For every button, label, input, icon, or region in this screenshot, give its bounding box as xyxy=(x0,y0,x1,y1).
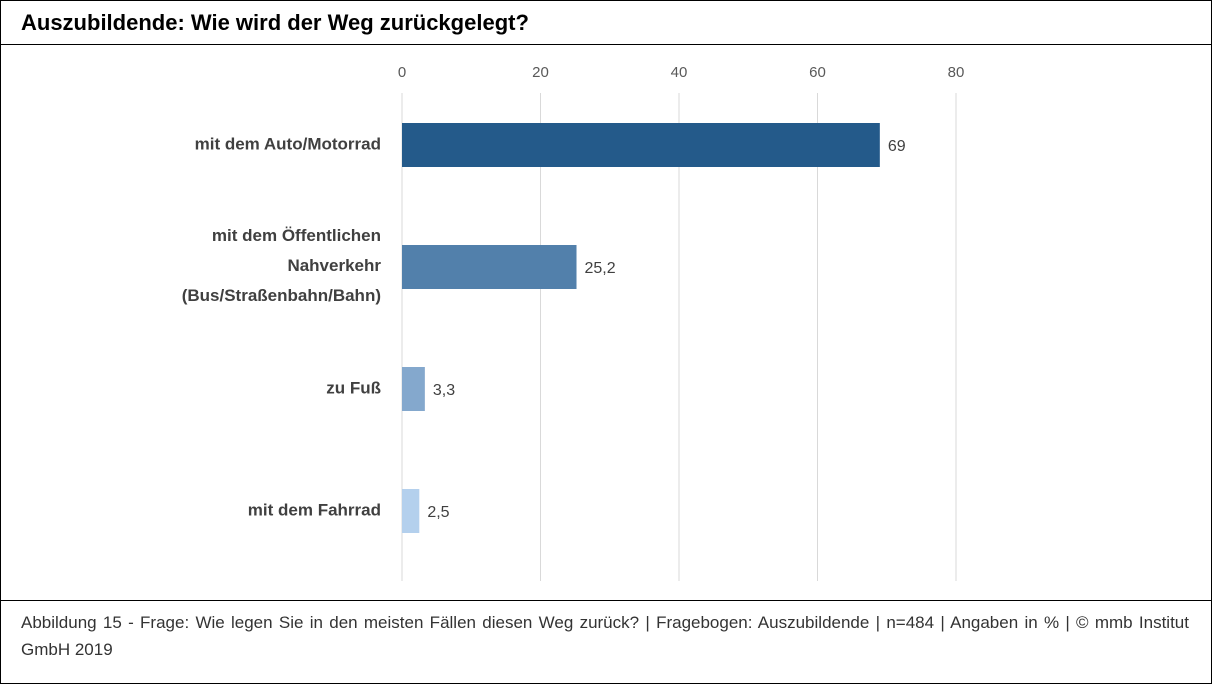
value-label: 69 xyxy=(888,138,906,155)
chart: 0 20 40 60 80 mit dem Auto/Motorrad 69 mit dem … xyxy=(182,64,965,581)
y-tick-label: zu Fuß xyxy=(326,378,381,397)
x-tick-label: 60 xyxy=(809,64,826,81)
x-tick-label: 0 xyxy=(398,64,406,81)
bar xyxy=(402,123,880,167)
value-label: 2,5 xyxy=(427,504,449,521)
y-tick-label: mit dem Fahrrad xyxy=(248,500,381,519)
bar xyxy=(402,367,425,411)
x-tick-label: 40 xyxy=(671,64,688,81)
value-label: 3,3 xyxy=(433,382,455,399)
chart-title: Auszubildende: Wie wird der Weg zurückge… xyxy=(1,1,1211,45)
caption: Abbildung 15 - Frage: Wie legen Sie in d… xyxy=(1,600,1211,663)
bar xyxy=(402,245,577,289)
y-tick-label: mit dem Auto/Motorrad xyxy=(195,134,381,153)
value-label: 25,2 xyxy=(585,260,616,277)
y-tick-label: mit dem Öffentlichen Nahverkehr (Bus/Straß… xyxy=(182,226,382,305)
x-tick-label: 20 xyxy=(532,64,549,81)
x-tick-label: 80 xyxy=(948,64,965,81)
bar xyxy=(402,489,420,533)
